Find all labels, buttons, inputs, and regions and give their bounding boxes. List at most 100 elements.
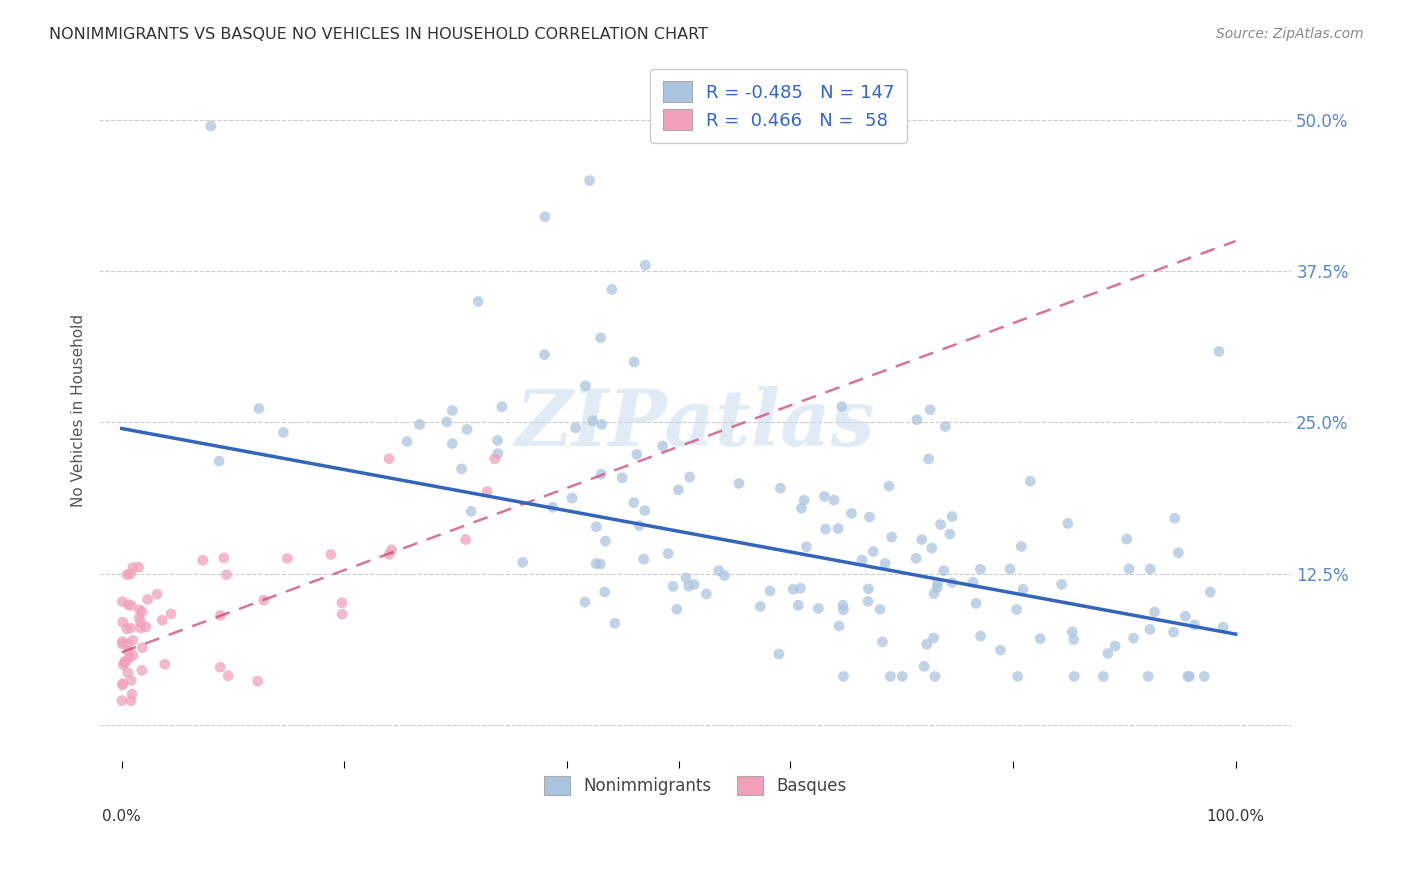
Point — [679, 470, 702, 484]
Point — [585, 520, 607, 534]
Point — [591, 467, 613, 482]
Point — [574, 595, 596, 609]
Point — [858, 582, 880, 596]
Point — [117, 644, 139, 658]
Point — [769, 481, 792, 495]
Point — [831, 598, 853, 612]
Point — [787, 599, 810, 613]
Point — [131, 663, 153, 677]
Point — [1174, 609, 1197, 624]
Text: Source: ZipAtlas.com: Source: ZipAtlas.com — [1216, 27, 1364, 41]
Point — [851, 553, 873, 567]
Point — [153, 657, 176, 672]
Point — [120, 566, 142, 581]
Point — [491, 400, 513, 414]
Point — [912, 659, 935, 673]
Point — [1019, 474, 1042, 488]
Point — [484, 451, 506, 466]
Point — [146, 587, 169, 601]
Point — [541, 500, 564, 515]
Point — [1194, 669, 1216, 683]
Point — [1092, 669, 1115, 683]
Point — [969, 629, 991, 643]
Point — [915, 637, 938, 651]
Point — [695, 587, 717, 601]
Point — [841, 507, 863, 521]
Point — [381, 542, 404, 557]
Point — [441, 403, 464, 417]
Point — [131, 640, 153, 655]
Point — [450, 462, 472, 476]
Point — [891, 669, 914, 683]
Point — [115, 567, 138, 582]
Point — [121, 560, 143, 574]
Point — [120, 599, 142, 613]
Point — [131, 605, 153, 619]
Point — [905, 413, 928, 427]
Point — [990, 643, 1012, 657]
Point — [1167, 546, 1189, 560]
Point — [634, 258, 657, 272]
Point — [832, 669, 855, 683]
Point — [1029, 632, 1052, 646]
Point — [920, 402, 942, 417]
Point — [209, 660, 232, 674]
Point — [1115, 532, 1137, 546]
Point — [713, 568, 735, 582]
Point — [969, 562, 991, 576]
Point — [111, 615, 134, 630]
Point — [1139, 622, 1161, 636]
Point — [136, 592, 159, 607]
Point — [628, 518, 651, 533]
Point — [911, 533, 934, 547]
Point — [927, 580, 949, 594]
Point — [814, 522, 837, 536]
Point — [941, 575, 963, 590]
Point — [273, 425, 295, 440]
Point — [578, 173, 600, 187]
Point — [796, 540, 818, 554]
Point — [276, 551, 298, 566]
Point — [623, 495, 645, 509]
Point — [114, 655, 136, 669]
Point — [1143, 605, 1166, 619]
Point — [875, 557, 897, 571]
Point — [1050, 577, 1073, 591]
Point — [728, 476, 751, 491]
Point — [200, 119, 222, 133]
Point — [924, 669, 946, 683]
Point — [120, 673, 142, 688]
Point — [456, 422, 478, 436]
Point — [612, 471, 634, 485]
Point — [111, 634, 134, 648]
Point — [436, 415, 458, 429]
Point — [512, 556, 534, 570]
Point — [561, 491, 583, 505]
Point — [589, 331, 612, 345]
Point — [862, 544, 884, 558]
Point — [396, 434, 419, 449]
Point — [486, 447, 509, 461]
Point — [319, 548, 342, 562]
Point — [215, 567, 238, 582]
Point — [941, 509, 963, 524]
Point — [807, 601, 830, 615]
Point — [831, 400, 853, 414]
Point — [934, 419, 956, 434]
Point — [475, 484, 498, 499]
Point — [467, 294, 489, 309]
Point — [111, 637, 134, 651]
Point — [129, 621, 152, 635]
Point — [1010, 540, 1032, 554]
Point — [120, 621, 142, 635]
Point — [665, 602, 688, 616]
Point — [441, 436, 464, 450]
Point — [678, 579, 700, 593]
Text: NONIMMIGRANTS VS BASQUE NO VEHICLES IN HOUSEHOLD CORRELATION CHART: NONIMMIGRANTS VS BASQUE NO VEHICLES IN H… — [49, 27, 709, 42]
Point — [191, 553, 214, 567]
Point — [208, 454, 231, 468]
Point — [823, 493, 845, 508]
Point — [129, 615, 152, 629]
Point — [160, 607, 183, 621]
Point — [1062, 624, 1084, 639]
